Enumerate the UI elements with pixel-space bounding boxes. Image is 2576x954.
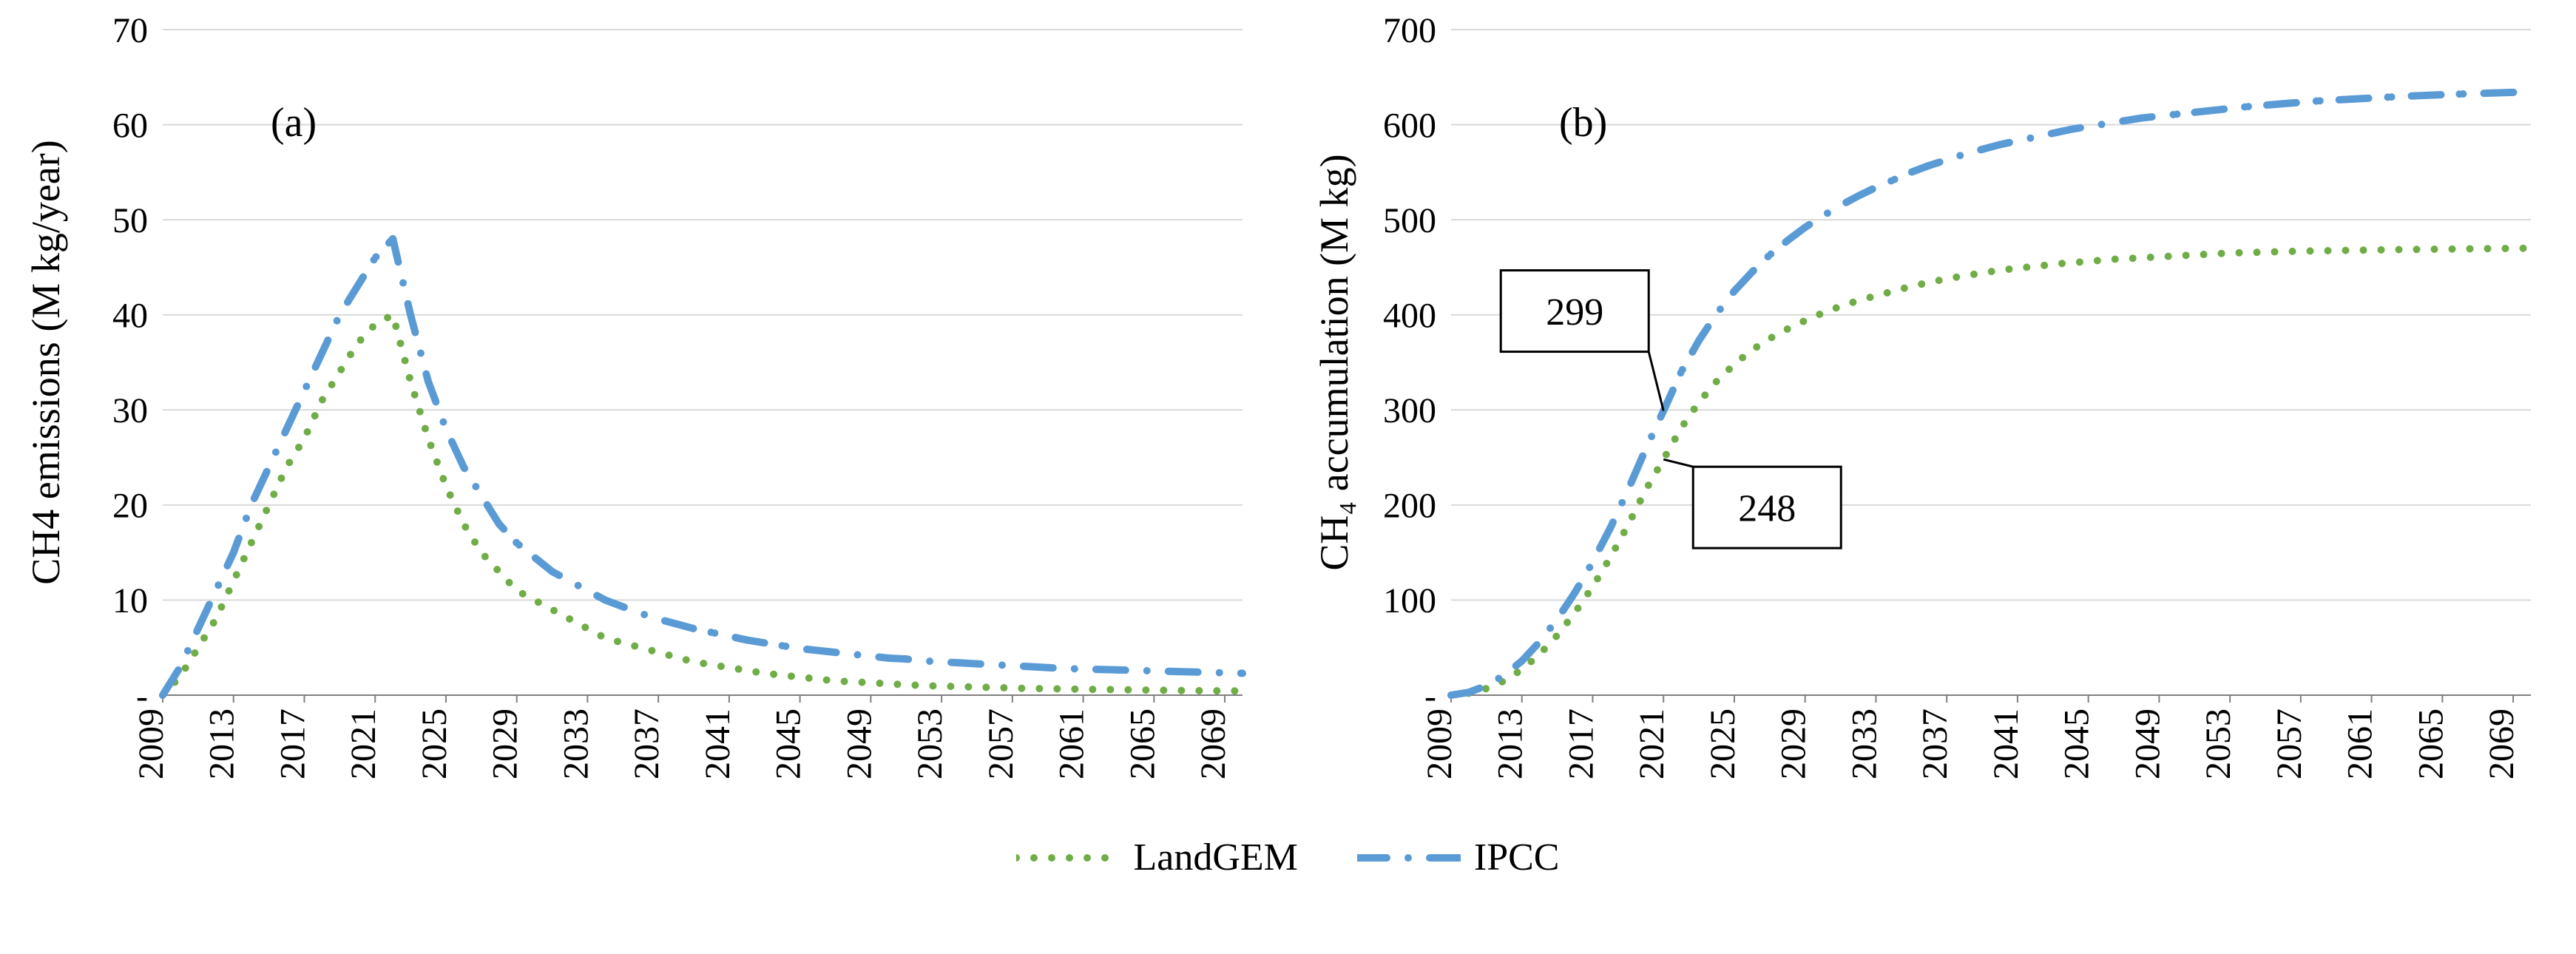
y-axis-label: CH4 emissions (M kg/year) (24, 140, 68, 584)
legend-item-landgem: LandGEM (1016, 836, 1297, 879)
x-tick-label: 2061 (2340, 708, 2379, 779)
x-tick-label: 2065 (1123, 708, 1162, 779)
x-tick-label: 2057 (2269, 708, 2308, 779)
x-tick-label: 2041 (1986, 708, 2025, 779)
x-tick-label: 2033 (556, 708, 595, 779)
x-tick-label: 2029 (1774, 708, 1813, 779)
legend: LandGEM IPCC (15, 836, 2561, 879)
callout-value: 299 (1546, 291, 1603, 334)
x-tick-label: 2037 (1916, 708, 1955, 779)
y-tick-label: 100 (1383, 581, 1436, 620)
x-tick-label: 2065 (2411, 708, 2450, 779)
panel-a: -102030405060702009201320172021202520292… (15, 15, 1274, 828)
y-tick-label: 300 (1383, 391, 1436, 430)
y-tick-label: 70 (112, 15, 148, 50)
x-tick-label: 2049 (839, 708, 879, 779)
y-tick-label: 600 (1383, 106, 1436, 145)
legend-label-ipcc: IPCC (1474, 836, 1560, 879)
y-tick-label: 30 (112, 391, 148, 430)
y-axis-label: CH₄ accumulation (M kg) (1312, 154, 1356, 570)
legend-swatch-ipcc (1357, 847, 1461, 869)
figure-row: -102030405060702009201320172021202520292… (15, 15, 2561, 828)
y-tick-label: 400 (1383, 297, 1436, 336)
y-tick-label: 20 (112, 487, 148, 526)
legend-label-landgem: LandGEM (1133, 836, 1297, 879)
x-tick-label: 2013 (203, 708, 242, 779)
callout-value: 248 (1738, 487, 1796, 530)
panel-label: (a) (271, 100, 317, 146)
legend-item-ipcc: IPCC (1357, 836, 1560, 879)
x-tick-label: 2025 (415, 708, 454, 779)
chart-a-svg: -102030405060702009201320172021202520292… (15, 15, 1272, 828)
x-tick-label: 2045 (2057, 708, 2096, 779)
x-tick-label: 2017 (273, 708, 312, 779)
x-tick-label: 2041 (698, 708, 737, 779)
panel-b: -100200300400500600700200920132017202120… (1303, 15, 2562, 828)
chart-b-svg: -100200300400500600700200920132017202120… (1303, 15, 2560, 828)
x-tick-label: 2017 (1561, 708, 1600, 779)
y-tick-label: 50 (112, 201, 148, 240)
x-tick-label: 2029 (486, 708, 525, 779)
x-tick-label: 2053 (2199, 708, 2238, 779)
series-ipcc (163, 239, 1243, 695)
series-ipcc (1451, 90, 2513, 695)
x-tick-label: 2033 (1845, 708, 1884, 779)
x-tick-label: 2057 (981, 708, 1021, 779)
panel-label: (b) (1559, 100, 1607, 146)
y-tick-label: 500 (1383, 201, 1436, 240)
x-tick-label: 2009 (132, 708, 171, 779)
x-tick-label: 2069 (1194, 708, 1233, 779)
legend-swatch-landgem (1016, 847, 1120, 869)
x-tick-label: 2025 (1703, 708, 1742, 779)
x-tick-label: 2045 (769, 708, 808, 779)
y-tick-label: 60 (112, 106, 148, 145)
x-tick-label: 2009 (1420, 708, 1459, 779)
y-tick-label: 200 (1383, 487, 1436, 526)
x-tick-label: 2049 (2128, 708, 2167, 779)
x-tick-label: 2021 (1632, 708, 1671, 779)
x-tick-label: 2069 (2482, 708, 2521, 779)
x-tick-label: 2013 (1490, 708, 1529, 779)
x-tick-label: 2021 (344, 708, 383, 779)
y-tick-label: 10 (112, 581, 148, 620)
x-tick-label: 2061 (1052, 708, 1092, 779)
x-tick-label: 2053 (910, 708, 950, 779)
series-landgem (159, 314, 1238, 699)
x-tick-label: 2037 (627, 708, 666, 779)
y-tick-label: 40 (112, 297, 148, 336)
y-tick-label: 700 (1383, 15, 1436, 50)
